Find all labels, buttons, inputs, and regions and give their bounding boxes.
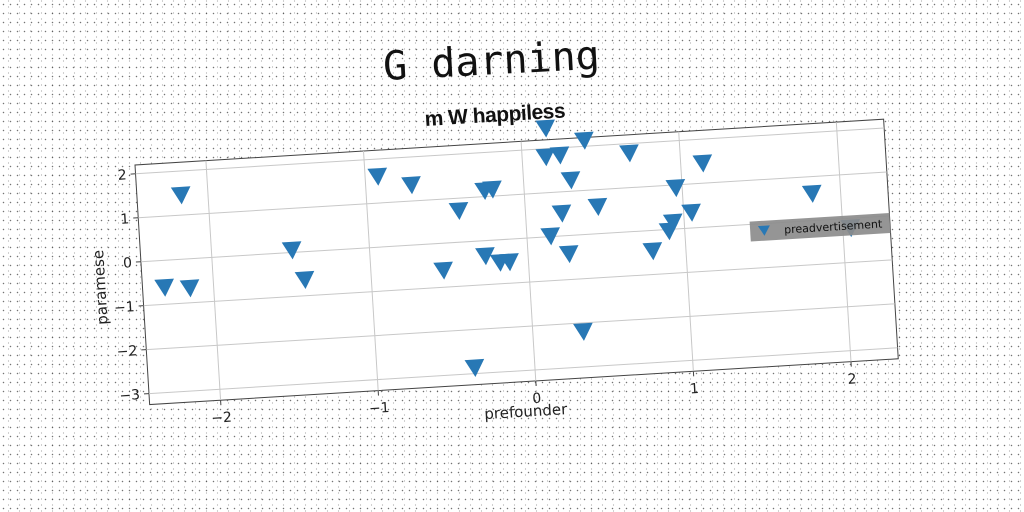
x-grid-line — [205, 160, 222, 401]
data-point-marker — [551, 204, 572, 223]
data-point-marker — [499, 253, 519, 272]
x-grid-line — [363, 150, 379, 391]
legend-marker — [757, 225, 770, 236]
y-grid-line — [135, 127, 885, 175]
data-point-marker — [535, 148, 556, 167]
data-point-marker — [549, 146, 570, 165]
x-grid-line — [678, 131, 694, 372]
data-point-marker — [401, 176, 421, 195]
data-point-marker — [587, 197, 608, 216]
y-grid-line — [146, 303, 895, 351]
data-point-marker — [574, 131, 594, 150]
data-point-marker — [573, 322, 593, 341]
data-point-marker — [179, 279, 200, 298]
y-grid-line — [148, 347, 898, 395]
y-tick-label: −1 — [114, 299, 136, 316]
data-point-marker — [558, 245, 579, 264]
data-point-marker — [294, 270, 315, 290]
data-point-marker — [681, 203, 701, 222]
x-axis-label: prefounder — [484, 400, 569, 423]
legend-label: preadvertisement — [784, 217, 883, 236]
data-point-marker — [535, 119, 555, 138]
data-point-marker — [642, 242, 663, 261]
data-point-marker — [801, 184, 822, 203]
legend-box — [749, 213, 891, 242]
legend: preadvertisement — [749, 213, 891, 242]
y-grid-line — [143, 259, 893, 307]
x-tick-label: 2 — [847, 371, 857, 388]
x-grid-line — [835, 122, 852, 362]
data-point-marker — [433, 261, 453, 280]
x-tick-label: −1 — [368, 400, 390, 417]
y-tick-label: −2 — [116, 343, 138, 360]
data-point-marker — [692, 154, 713, 173]
x-grid-line — [520, 141, 537, 381]
data-point-marker — [540, 227, 560, 246]
data-point-marker — [281, 241, 302, 260]
axis-ticks: −2 −1 0 1 2 −3 −2 −1 0 1 2 — [114, 167, 857, 427]
data-markers — [154, 119, 861, 378]
data-point-marker — [448, 201, 469, 221]
data-point-marker — [170, 186, 191, 205]
plot-background — [134, 118, 899, 406]
y-axis-label: paramese — [89, 249, 112, 325]
y-tick-label: 2 — [117, 167, 127, 184]
data-point-marker — [665, 178, 686, 198]
data-point-marker — [367, 167, 388, 186]
y-tick-label: −3 — [119, 387, 141, 404]
data-point-marker — [154, 278, 174, 297]
y-tick-label: 1 — [120, 211, 130, 228]
x-tick-label: −2 — [211, 410, 233, 427]
data-point-marker — [464, 358, 485, 378]
data-point-marker — [475, 247, 495, 266]
x-tick-label: 1 — [690, 381, 700, 398]
plot-area: −2 −1 0 1 2 −3 −2 −1 0 1 2 prefounder paramese pre… — [89, 118, 899, 427]
data-point-marker — [482, 180, 502, 199]
y-tick-label: 0 — [123, 255, 133, 272]
x-tick-label: 0 — [532, 391, 542, 408]
data-point-marker — [619, 144, 639, 163]
data-point-marker — [662, 213, 683, 232]
data-point-marker — [560, 171, 581, 190]
y-grid-line — [138, 171, 887, 219]
